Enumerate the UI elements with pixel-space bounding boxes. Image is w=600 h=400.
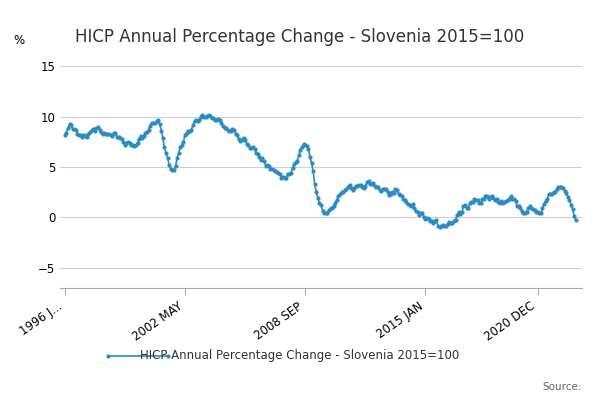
Text: HICP Annual Percentage Change - Slovenia 2015=100: HICP Annual Percentage Change - Slovenia…	[76, 28, 524, 46]
Text: %: %	[13, 34, 24, 47]
Text: HICP Annual Percentage Change - Slovenia 2015=100: HICP Annual Percentage Change - Slovenia…	[140, 350, 460, 362]
Line: HICP Annual Percentage Change - Slovenia 2015=100: HICP Annual Percentage Change - Slovenia…	[64, 114, 577, 229]
Text: Source:: Source:	[542, 382, 582, 392]
